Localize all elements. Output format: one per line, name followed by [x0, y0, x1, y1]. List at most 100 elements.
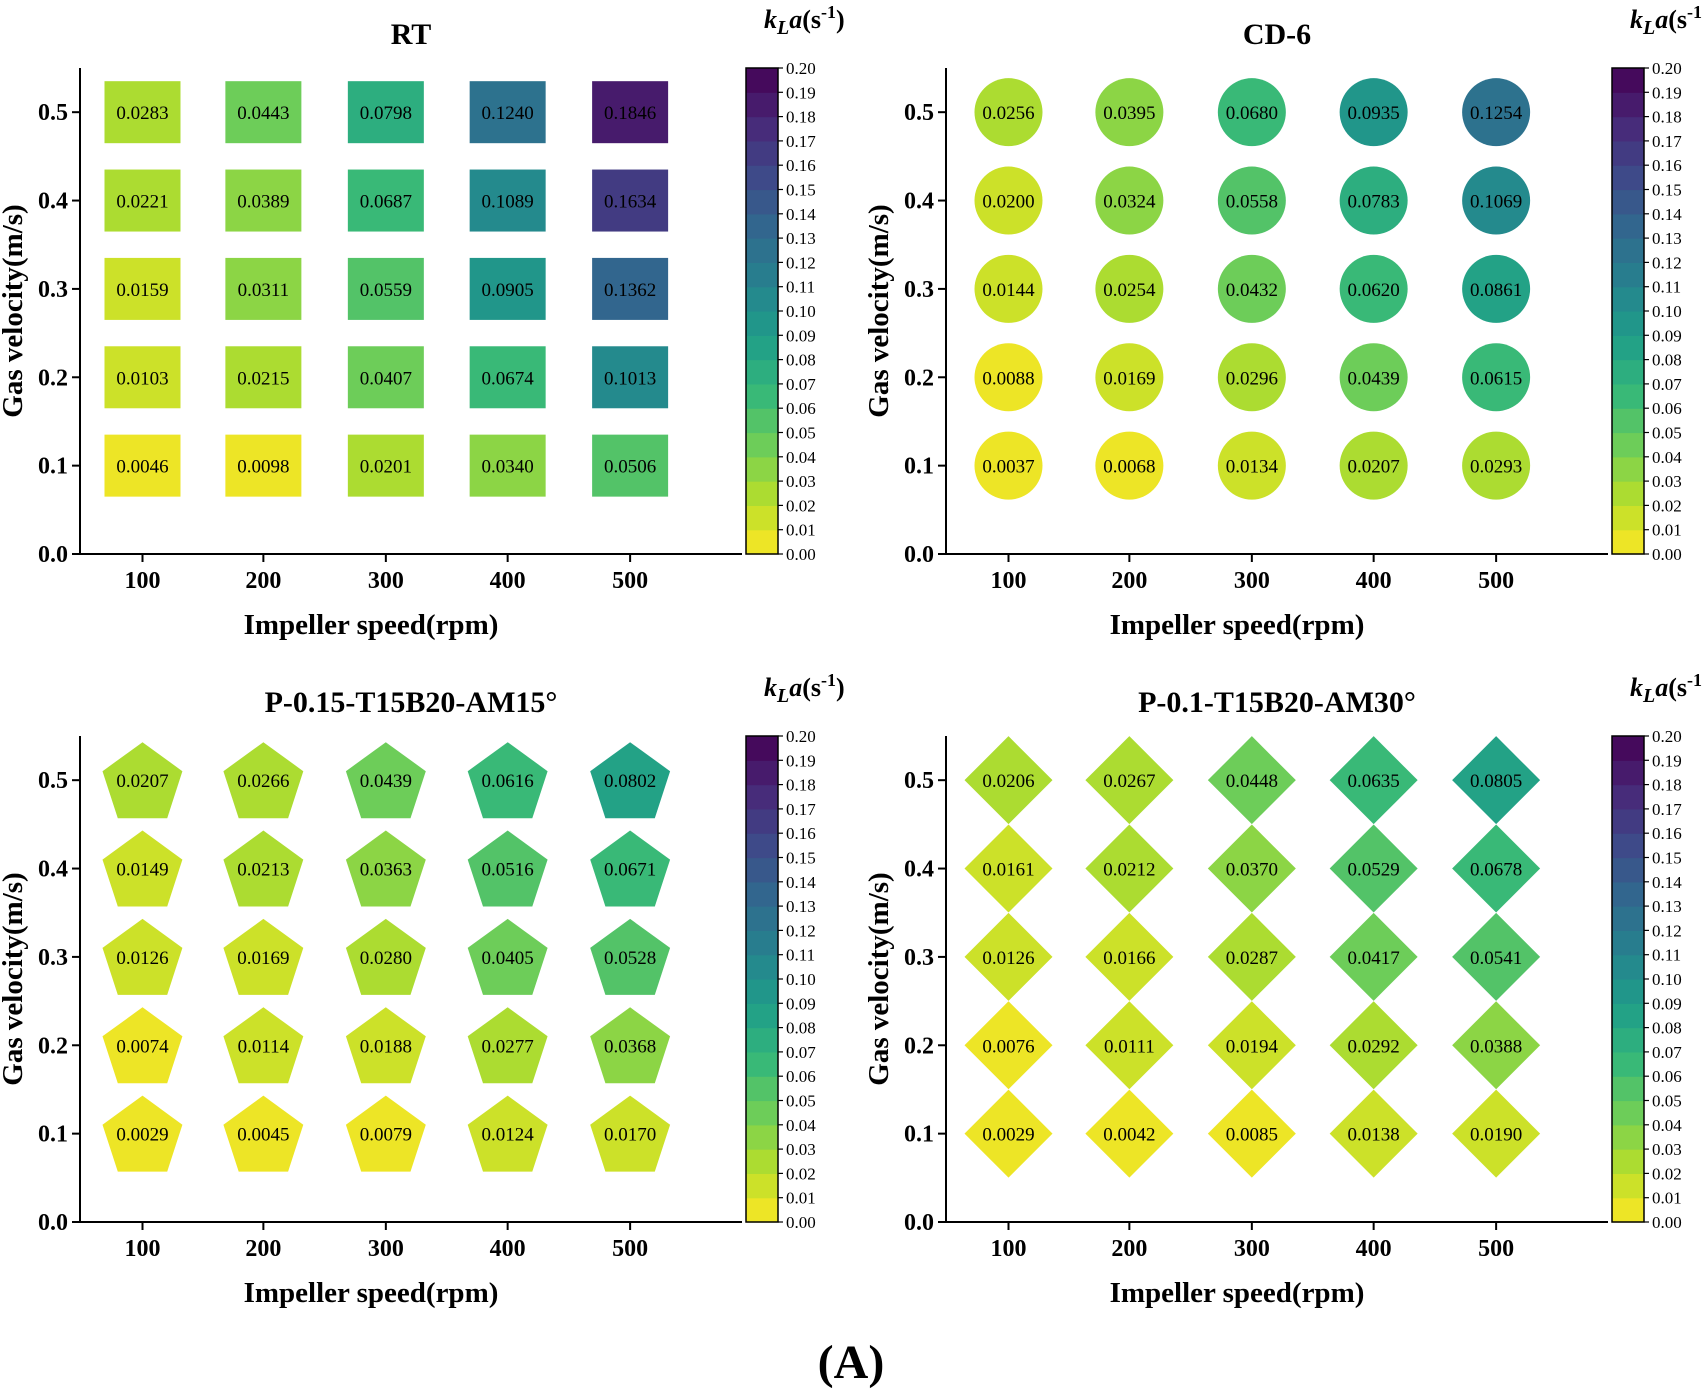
y-tick-label: 0.5	[904, 100, 934, 126]
colorbar-bin	[746, 1197, 778, 1223]
cell-value-label: 0.0805	[1470, 771, 1522, 792]
y-tick-label: 0.4	[38, 189, 68, 215]
heatmap-cell	[1452, 1001, 1541, 1090]
cell-value-label: 0.0161	[982, 860, 1034, 881]
colorbar-bin	[1612, 432, 1644, 458]
x-tick-label: 100	[124, 1236, 160, 1262]
colorbar-tick-label: 0.04	[1652, 1116, 1682, 1135]
cell-value-label: 0.0138	[1348, 1125, 1400, 1146]
colorbar-bin	[746, 760, 778, 786]
heatmap-cell	[104, 346, 181, 409]
cell-value-label: 0.0045	[237, 1125, 289, 1146]
heatmap-cell	[1339, 78, 1408, 147]
cell-value-label: 0.0439	[1348, 368, 1400, 389]
colorbar-bin	[746, 311, 778, 336]
heatmap-cell	[592, 434, 669, 497]
heatmap-cell	[102, 1007, 183, 1084]
colorbar-tick-label: 0.00	[1652, 545, 1682, 564]
cell-value-label: 0.0215	[237, 368, 289, 389]
x-tick-label: 300	[368, 1236, 404, 1262]
colorbar-bin	[746, 408, 778, 434]
colorbar-bin	[746, 213, 778, 239]
colorbar-tick-label: 0.00	[786, 1213, 816, 1232]
cell-value-label: 0.0905	[482, 280, 534, 301]
colorbar-tick-label: 0.17	[786, 800, 816, 819]
colorbar-bin	[1612, 189, 1644, 215]
heatmap-cell	[225, 257, 302, 320]
cell-value-label: 0.0395	[1103, 103, 1155, 124]
heatmap-cell	[1085, 824, 1174, 913]
heatmap-cell	[1339, 343, 1408, 412]
colorbar-bin	[746, 359, 778, 385]
cell-value-label: 0.0029	[982, 1125, 1034, 1146]
x-tick-label: 500	[1478, 568, 1514, 594]
heatmap-cell	[974, 431, 1043, 500]
cell-value-label: 0.0200	[982, 192, 1034, 213]
colorbar-tick-label: 0.02	[786, 496, 816, 515]
cell-value-label: 0.0635	[1348, 771, 1400, 792]
y-tick-label: 0.1	[38, 454, 68, 480]
colorbar-tick-label: 0.11	[786, 278, 815, 297]
cell-value-label: 0.0370	[1226, 860, 1278, 881]
cell-value-label: 0.0516	[482, 860, 534, 881]
colorbar-bin	[746, 1173, 778, 1199]
x-tick-label: 400	[1356, 1236, 1392, 1262]
colorbar-tick-label: 0.04	[1652, 448, 1682, 467]
cell-value-label: 0.0368	[604, 1036, 656, 1057]
heatmap-cell	[1339, 166, 1408, 235]
heatmap-cell	[223, 1095, 304, 1172]
colorbar-tick-label: 0.07	[786, 375, 816, 394]
heatmap-cell	[102, 918, 183, 995]
heatmap-cell	[1095, 254, 1164, 323]
heatmap-cell	[1339, 254, 1408, 323]
cell-value-label: 0.0802	[604, 771, 656, 792]
heatmap-cell	[590, 830, 671, 907]
cell-value-label: 0.0114	[238, 1036, 290, 1057]
colorbar-tick-label: 0.02	[1652, 1164, 1682, 1183]
colorbar-tick-label: 0.18	[1652, 108, 1682, 127]
colorbar-bin	[1612, 529, 1644, 555]
colorbar-tick-label: 0.03	[786, 1140, 816, 1159]
colorbar-bin	[746, 979, 778, 1004]
heatmap-cell	[104, 81, 181, 144]
panel-3: P-0.15-T15B20-AM15° 0.0 0.1 0.2 0.3 0.4 0.5 100…	[0, 670, 845, 1309]
cell-value-label: 0.0798	[360, 103, 412, 124]
heatmap-cell	[1207, 912, 1296, 1001]
heatmap-cell	[974, 166, 1043, 235]
cell-value-label: 0.0074	[116, 1036, 169, 1057]
colorbar-bin	[746, 1027, 778, 1053]
heatmap-cell	[469, 257, 546, 320]
heatmap-cell	[467, 918, 548, 995]
colorbar-bin	[1612, 930, 1644, 956]
cell-value-label: 0.0111	[1104, 1036, 1155, 1057]
x-tick-label: 200	[1111, 568, 1147, 594]
cell-value-label: 0.0254	[1103, 280, 1156, 301]
heatmap-cell	[469, 169, 546, 232]
heatmap-cell	[1207, 1089, 1296, 1178]
heatmap-cell	[964, 824, 1053, 913]
cell-value-label: 0.0417	[1348, 948, 1400, 969]
colorbar-tick-label: 0.15	[786, 849, 816, 868]
colorbar-tick-label: 0.05	[786, 1092, 816, 1111]
colorbar-tick-label: 0.06	[1652, 399, 1682, 418]
cell-value-label: 0.0029	[116, 1125, 168, 1146]
colorbar-tick-label: 0.09	[1652, 326, 1682, 345]
heatmap-cell	[1329, 912, 1418, 1001]
heatmap-cell	[347, 434, 424, 497]
heatmap-cell	[1085, 912, 1174, 1001]
colorbar-tick-label: 0.06	[786, 399, 816, 418]
colorbar-tick-label: 0.14	[786, 205, 816, 224]
colorbar-tick-label: 0.04	[786, 448, 816, 467]
cell-value-label: 0.0201	[360, 457, 412, 478]
x-axis-title: Impeller speed(rpm)	[244, 1277, 499, 1309]
colorbar-bin	[1612, 1076, 1644, 1102]
cell-value-label: 0.0405	[482, 948, 534, 969]
cell-value-label: 0.0206	[982, 771, 1034, 792]
cell-value-label: 0.0166	[1103, 948, 1155, 969]
colorbar-tick-label: 0.05	[786, 424, 816, 443]
panel-title: RT	[391, 18, 432, 51]
colorbar-bin	[1612, 140, 1644, 166]
cell-value-label: 0.0674	[482, 368, 535, 389]
colorbar-tick-label: 0.09	[786, 326, 816, 345]
